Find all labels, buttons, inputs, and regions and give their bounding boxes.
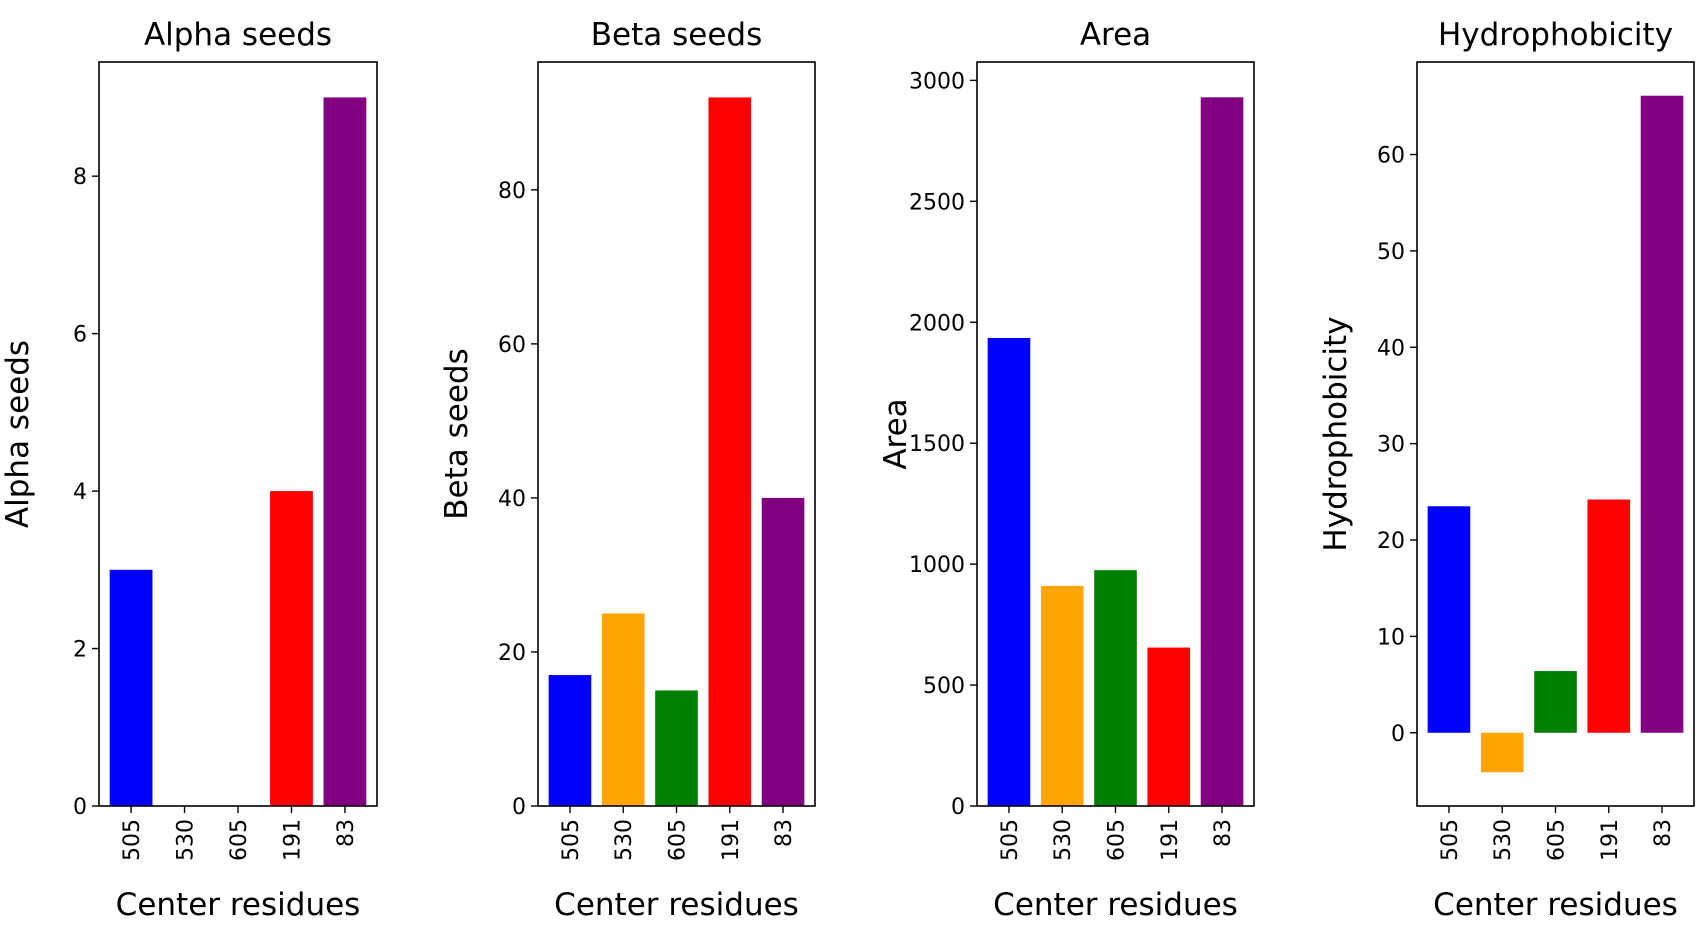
y-tick-label: 500: [923, 674, 965, 699]
x-tick-label: 605: [227, 819, 252, 861]
y-axis-label: Hydrophobicity: [1318, 316, 1354, 551]
y-tick-label: 2: [73, 638, 87, 663]
x-tick-label: 505: [120, 819, 145, 861]
bar-191: [1587, 499, 1631, 733]
bar-83: [323, 97, 367, 807]
y-tick-label: 2500: [909, 190, 965, 215]
y-tick-label: 10: [1377, 625, 1405, 650]
subplot-title: Area: [1080, 17, 1151, 53]
x-tick-label: 83: [1651, 819, 1676, 847]
x-tick-label: 605: [1545, 819, 1570, 861]
y-tick-label: 0: [512, 795, 526, 820]
x-tick-label: 191: [280, 819, 305, 861]
bar-605: [655, 690, 698, 806]
x-tick-label: 191: [1158, 819, 1183, 861]
bar-605: [1534, 671, 1577, 733]
bar-605: [1094, 570, 1137, 806]
x-tick-label: 191: [1598, 819, 1623, 861]
bar-191: [270, 491, 313, 806]
x-tick-label: 530: [1051, 819, 1076, 861]
y-tick-label: 20: [1377, 529, 1405, 554]
bar-505: [1427, 506, 1471, 733]
x-axis-label: Center residues: [993, 887, 1238, 923]
y-tick-label: 2000: [909, 311, 965, 336]
x-tick-label: 505: [1438, 819, 1463, 861]
y-axis-label: Area: [878, 398, 914, 469]
x-tick-label: 83: [1211, 819, 1236, 847]
subplot-title: Hydrophobicity: [1438, 17, 1673, 53]
x-tick-label: 83: [334, 819, 359, 847]
y-tick-label: 0: [951, 795, 965, 820]
x-tick-label: 191: [719, 819, 744, 861]
x-tick-label: 505: [998, 819, 1023, 861]
y-tick-label: 1000: [909, 553, 965, 578]
y-tick-label: 3000: [909, 69, 965, 94]
x-tick-label: 530: [174, 819, 199, 861]
y-axis-label: Beta seeds: [439, 348, 475, 519]
x-tick-label: 605: [666, 819, 691, 861]
bar-191: [1147, 647, 1191, 806]
bar-530: [601, 613, 645, 806]
subplot-1: 0 2 4 6 8 505 530 605 191 83 Alpha seeds Center res…: [0, 17, 378, 923]
y-tick-label: 30: [1377, 433, 1405, 458]
subplot-title: Beta seeds: [591, 17, 762, 53]
bar-83: [761, 497, 805, 806]
y-tick-label: 0: [1391, 722, 1405, 747]
bar-505: [548, 675, 592, 806]
bar-530: [1480, 732, 1524, 773]
y-tick-label: 20: [498, 641, 526, 666]
x-tick-label: 605: [1105, 819, 1130, 861]
bar-83: [1200, 97, 1244, 806]
x-tick-label: 530: [612, 819, 637, 861]
x-tick-label: 530: [1491, 819, 1516, 861]
y-tick-label: 50: [1377, 240, 1405, 265]
x-axis-label: Center residues: [116, 887, 361, 923]
x-tick-label: 83: [772, 819, 797, 847]
subplot-3: 0 500 1000 1500 2000 2500 3000 505 530 605 191 83 Ar…: [878, 17, 1255, 923]
x-tick-label: 505: [559, 819, 584, 861]
bar-505: [987, 337, 1031, 806]
bar-191: [708, 97, 752, 807]
y-tick-label: 60: [498, 333, 526, 358]
y-tick-label: 60: [1377, 144, 1405, 169]
y-tick-label: 8: [73, 165, 87, 190]
subplot-4: 0 10 20 30 40 50 60 505 530 605 191 83 Hydrophobicit…: [1318, 17, 1695, 923]
x-axis-label: Center residues: [554, 887, 799, 923]
y-tick-label: 40: [1377, 336, 1405, 361]
subplot-2: 0 20 40 60 80 505 530 605 191 83 Beta seeds Center …: [439, 17, 816, 923]
x-axis-label: Center residues: [1433, 887, 1678, 923]
y-tick-label: 6: [73, 323, 87, 348]
bar-505: [109, 569, 153, 806]
y-tick-label: 4: [73, 480, 87, 505]
bar-83: [1640, 95, 1684, 733]
y-tick-label: 80: [498, 179, 526, 204]
y-tick-label: 1500: [909, 432, 965, 457]
bar-530: [1040, 585, 1084, 806]
y-tick-label: 40: [498, 487, 526, 512]
y-axis-label: Alpha seeds: [0, 340, 36, 528]
subplot-title: Alpha seeds: [144, 17, 332, 53]
y-tick-label: 0: [73, 795, 87, 820]
